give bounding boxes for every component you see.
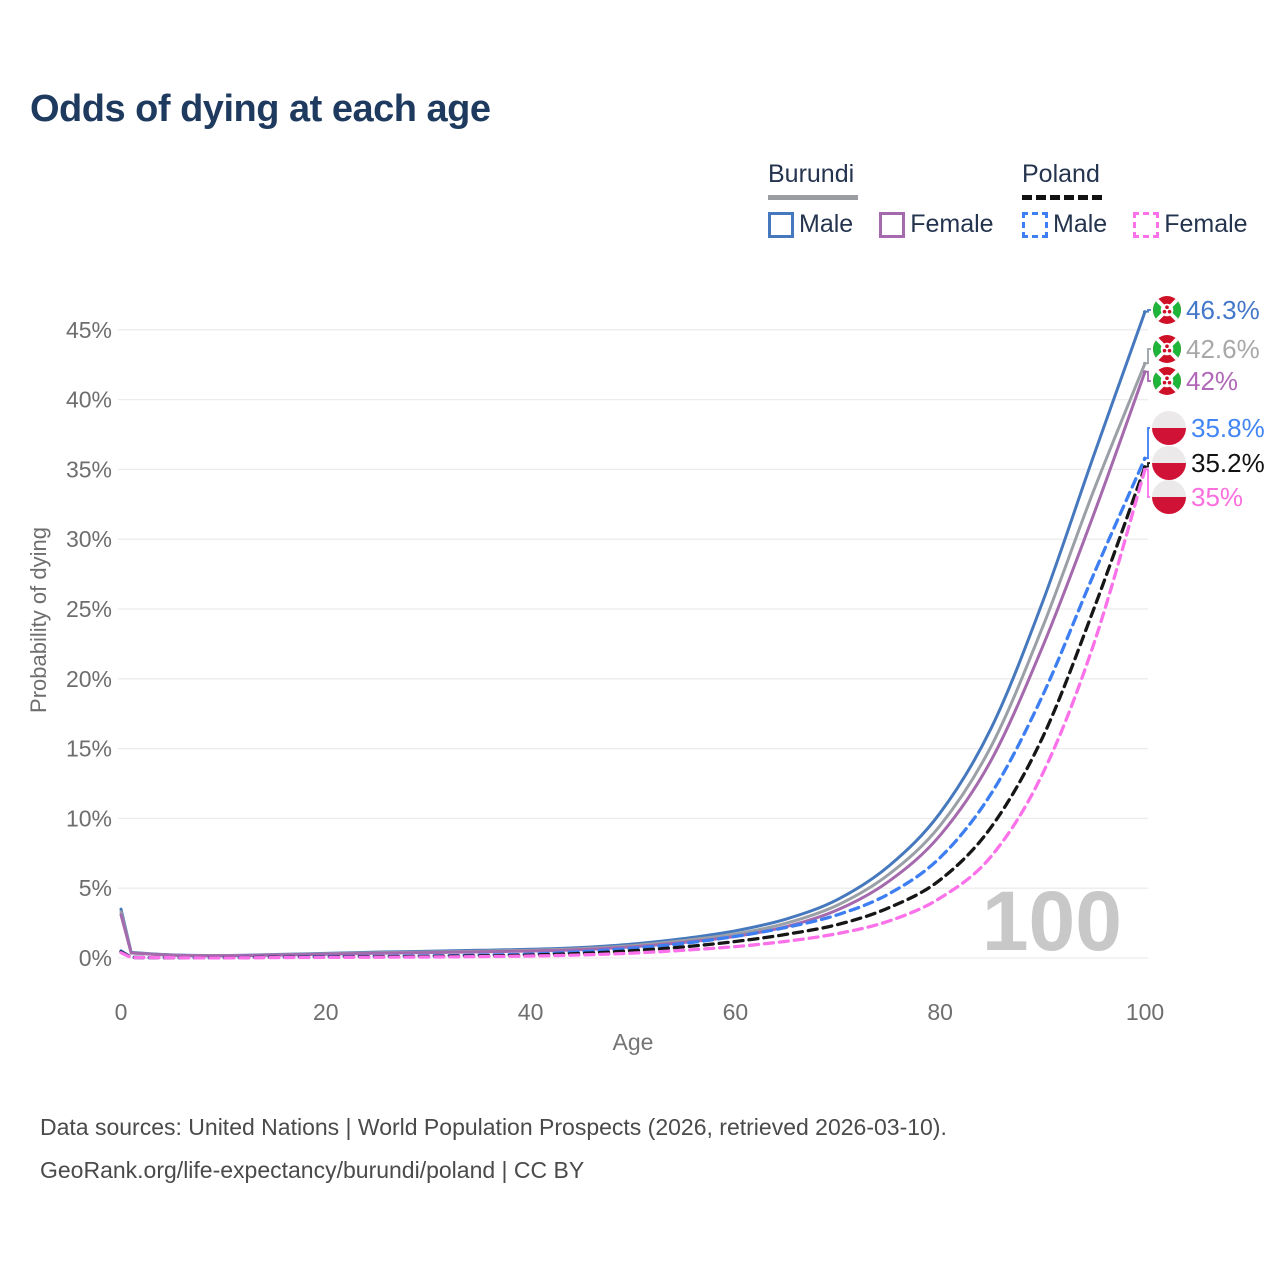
legend-underline-poland-dashed (1022, 195, 1102, 200)
end-label-connector (1143, 427, 1150, 460)
poland-female-swatch-icon[interactable] (1133, 211, 1160, 238)
end-value-label: 35.2% (1191, 448, 1265, 478)
end-label-connector (1143, 462, 1150, 468)
x-tick-label: 20 (313, 999, 339, 1025)
legend-entry-burundi-male[interactable]: Male (768, 210, 853, 239)
end-label-connector (1143, 370, 1151, 382)
legend-entry-label: Male (1053, 210, 1108, 238)
footer-attribution: GeoRank.org/life-expectancy/burundi/pola… (40, 1156, 585, 1183)
end-label-group-burundi-male: 46.3% (1153, 295, 1260, 325)
legend-entry-label: Female (1164, 210, 1248, 238)
x-tick-label: 0 (115, 999, 128, 1025)
footer: Data sources: United Nations | World Pop… (40, 1106, 947, 1191)
y-tick-label: 40% (66, 387, 112, 413)
legend-header-poland: Poland (1022, 160, 1100, 188)
end-label-group-poland-female: 35% (1152, 480, 1243, 514)
y-tick-label: 20% (66, 666, 112, 692)
y-tick-label: 25% (66, 596, 112, 622)
legend-group-burundi: Burundi Male Female (768, 160, 994, 239)
end-value-label: 46.3% (1186, 295, 1260, 325)
y-tick-label: 15% (66, 736, 112, 762)
burundi-flag-icon (1153, 335, 1181, 363)
y-tick-label: 10% (66, 805, 112, 831)
x-tick-label: 60 (723, 999, 749, 1025)
end-value-label: 42.6% (1186, 334, 1260, 364)
end-label-connector (1143, 348, 1151, 365)
x-axis-title: Age (613, 1029, 654, 1055)
poland-flag-icon (1152, 446, 1186, 480)
legend-underline-burundi-solid (768, 195, 858, 200)
age-watermark: 100 (982, 874, 1122, 968)
legend: Burundi Male Female Poland Male (0, 160, 1280, 250)
series-line-burundi-both-sexes (119, 361, 1147, 958)
poland-flag-icon (1152, 411, 1186, 445)
poland-male-swatch-icon[interactable] (1022, 211, 1048, 238)
burundi-male-swatch-icon[interactable] (768, 211, 794, 238)
series-line-poland-both-sexes (119, 464, 1147, 960)
poland-flag-icon (1152, 480, 1186, 514)
end-label-group-burundi-female: 42% (1153, 366, 1238, 396)
end-label-group-poland-both-sexes: 35.2% (1152, 446, 1265, 480)
burundi-female-swatch-icon[interactable] (879, 211, 906, 238)
x-tick-label: 80 (927, 999, 953, 1025)
legend-entry-poland-male[interactable]: Male (1022, 210, 1107, 239)
legend-header-burundi: Burundi (768, 160, 855, 188)
end-label-group-poland-male: 35.8% (1152, 411, 1265, 445)
y-tick-label: 35% (66, 456, 112, 482)
y-tick-label: 0% (79, 945, 112, 971)
y-tick-label: 30% (66, 526, 112, 552)
legend-entry-poland-female[interactable]: Female (1133, 210, 1248, 239)
page-title: Odds of dying at each age (30, 88, 491, 130)
y-tick-label: 5% (79, 875, 112, 901)
y-tick-label: 45% (66, 317, 112, 343)
burundi-flag-icon (1153, 296, 1181, 324)
series-line-burundi-female (119, 370, 1147, 958)
x-tick-label: 100 (1126, 999, 1164, 1025)
x-tick-label: 40 (518, 999, 544, 1025)
legend-entry-label: Male (799, 210, 854, 238)
end-value-label: 35% (1191, 482, 1243, 512)
y-axis-title: Probability of dying (26, 527, 51, 713)
end-value-label: 35.8% (1191, 413, 1265, 443)
end-label-connector (1143, 309, 1151, 313)
series-line-poland-female (119, 467, 1147, 960)
end-label-connector (1143, 468, 1150, 498)
end-value-label: 42% (1186, 366, 1238, 396)
legend-entry-burundi-female[interactable]: Female (879, 210, 994, 239)
series-line-burundi-male (119, 310, 1147, 958)
legend-group-poland: Poland Male Female (1022, 160, 1248, 239)
footer-data-sources: Data sources: United Nations | World Pop… (40, 1114, 947, 1140)
legend-entry-label: Female (910, 210, 994, 238)
end-label-group-burundi-both-sexes: 42.6% (1153, 334, 1260, 364)
burundi-flag-icon (1153, 367, 1181, 395)
